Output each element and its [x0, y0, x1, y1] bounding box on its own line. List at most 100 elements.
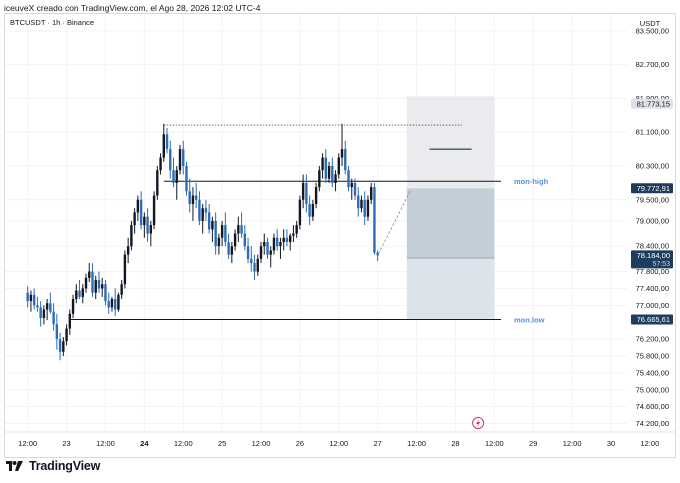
candle-body	[126, 246, 130, 255]
mon-high-label: mon-high	[514, 177, 549, 186]
candle-body	[269, 250, 272, 255]
candle-body	[81, 288, 84, 297]
candle-body	[26, 292, 29, 302]
candle-body	[211, 220, 214, 230]
time-tick-label: 12:00	[407, 439, 426, 448]
candle-body	[230, 246, 234, 255]
candle-body	[292, 233, 295, 236]
candle-body	[201, 208, 204, 221]
candle-body	[146, 216, 149, 234]
candle-body	[62, 341, 65, 352]
time-tick-label: 28	[451, 439, 459, 448]
time-tick-label: 12:00	[640, 439, 659, 448]
price-tag-value: 79.772,91	[637, 184, 670, 193]
candle-body	[136, 199, 140, 213]
candle-body	[113, 299, 117, 310]
candle-body	[139, 199, 143, 226]
candle-body	[101, 284, 104, 289]
chart-title: BTCUSDT · 1h · Binance	[10, 18, 94, 27]
candle-body	[84, 277, 88, 289]
candle-body	[279, 242, 282, 247]
candle-body	[178, 149, 182, 171]
chart-frame[interactable]: mon-high mon.low USDT 83.500,00 82.700,00 81.…	[4, 13, 676, 458]
price-tick-label: 81.900,00	[636, 94, 669, 103]
candle-body	[117, 294, 120, 310]
candle-body	[175, 170, 178, 183]
candle-body	[334, 174, 337, 183]
time-tick-label: 12:00	[18, 439, 37, 448]
candle-body	[282, 237, 285, 242]
price-axis-background	[627, 14, 675, 432]
price-tick-label: 75.400,00	[636, 368, 669, 377]
candle-body	[217, 237, 221, 247]
price-tag	[631, 183, 673, 194]
candle-body	[152, 195, 156, 226]
candle-body	[78, 290, 81, 297]
price-tick-label: 79.500,00	[636, 195, 669, 204]
price-tag-value: 78.184,00	[637, 251, 670, 260]
candle-body	[104, 284, 107, 302]
candle-body	[149, 225, 153, 234]
candle-body	[143, 216, 146, 226]
price-tick-label: 74.200,00	[636, 419, 669, 428]
time-tick-label: 12:00	[252, 439, 271, 448]
candle-body	[318, 170, 321, 188]
candle-body	[220, 225, 224, 238]
candle-body	[162, 134, 165, 158]
candle-body	[214, 220, 217, 247]
candle-body	[198, 199, 201, 221]
candle-body	[182, 149, 185, 166]
price-tick-label: 81.100,00	[636, 128, 669, 137]
candle-body	[311, 204, 315, 217]
position-box-target-zone	[406, 258, 495, 320]
time-tick-label: 12:00	[563, 439, 582, 448]
time-tick-label: 24	[140, 439, 149, 448]
candle-body	[156, 170, 159, 196]
candle-body	[253, 263, 256, 272]
candle-body	[49, 303, 52, 312]
candle-body	[224, 225, 227, 242]
price-tick-label: 77.400,00	[636, 284, 669, 293]
candle-body	[376, 252, 379, 256]
candle-body	[107, 301, 110, 308]
candle-body	[327, 166, 331, 179]
candle-body	[123, 254, 127, 285]
candle-body	[285, 237, 289, 242]
candle-body	[204, 208, 208, 213]
price-tick-label: 77.000,00	[636, 301, 669, 310]
position-box-neutral	[406, 96, 495, 189]
candle-body	[308, 204, 311, 217]
candle-body	[347, 170, 350, 188]
plot-background	[5, 14, 627, 432]
candle-body	[194, 195, 198, 200]
candle-body	[340, 149, 344, 158]
time-tick-label: 26	[296, 439, 304, 448]
candle-body	[39, 307, 42, 318]
price-tag-value: 76.665,61	[637, 315, 670, 324]
candle-body	[240, 225, 243, 234]
candle-body	[133, 212, 136, 226]
candle-body	[357, 195, 360, 209]
candle-body	[256, 258, 259, 272]
candle-body	[237, 225, 240, 234]
candle-body	[272, 237, 276, 251]
candle-body	[32, 294, 36, 306]
price-tag	[631, 314, 673, 325]
candle-body	[337, 157, 340, 175]
candle-body	[172, 170, 175, 183]
candle-body	[45, 303, 49, 310]
candle-body	[295, 225, 298, 234]
candle-body	[165, 134, 169, 150]
candle-body	[207, 212, 211, 230]
candle-body	[55, 324, 59, 340]
candle-body	[301, 182, 305, 200]
price-tag-countdown: 57:53	[652, 261, 670, 268]
candle-body	[350, 182, 353, 188]
time-tick-label: 29	[529, 439, 537, 448]
time-tick-label: 12:00	[174, 439, 193, 448]
time-tick-label: 12:00	[329, 439, 348, 448]
candle-body	[246, 246, 250, 259]
candle-body	[191, 195, 195, 204]
candle-body	[263, 242, 266, 247]
